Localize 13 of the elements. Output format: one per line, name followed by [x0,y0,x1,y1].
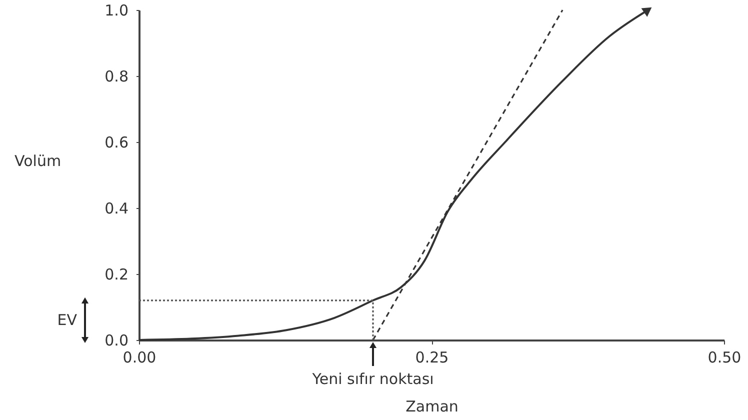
x-tick-label: 0.50 [708,348,742,366]
y-tick-label: 0.6 [104,134,128,152]
text: EV [57,311,78,330]
x-tick-label: 0.00 [122,348,156,366]
y-axis-title: Volüm [14,152,62,170]
x-tick-label: 0.25 [415,348,449,366]
y-tick-label: 1.0 [104,2,128,20]
y-tick-label: 0.0 [104,332,128,350]
y-tick-label: 0.2 [104,266,128,284]
y-tick-label: 0.4 [104,200,128,218]
x-axis-title: Zaman [406,398,458,416]
annotation: Yeni sıfır noktası [311,370,434,388]
y-tick-label: 0.8 [104,68,128,86]
